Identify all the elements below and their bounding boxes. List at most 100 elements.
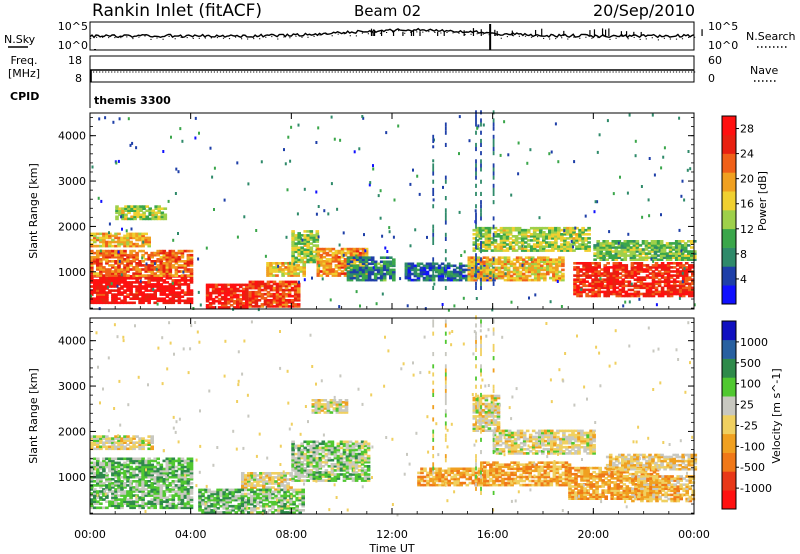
- power-cell: [325, 264, 330, 267]
- power-cell: [552, 260, 556, 264]
- power-cell: [117, 277, 121, 280]
- power-speckle: [432, 145, 435, 149]
- power-cell: [627, 276, 632, 279]
- power-cell: [621, 270, 626, 273]
- power-cell: [467, 278, 472, 282]
- power-cell: [126, 287, 130, 290]
- power-cell: [121, 217, 125, 221]
- velocity-cell: [96, 445, 100, 449]
- power-cell: [343, 253, 348, 257]
- power-cell: [582, 278, 586, 281]
- power-cell: [614, 252, 619, 255]
- power-cell: [278, 286, 283, 290]
- power-cell: [392, 278, 396, 282]
- power-cell: [579, 290, 583, 294]
- power-cell: [269, 270, 273, 273]
- velocity-cell: [105, 494, 109, 497]
- power-cell: [168, 264, 173, 267]
- power-cell: [177, 293, 182, 296]
- power-cell: [278, 284, 283, 288]
- power-cell: [294, 236, 298, 239]
- power-speckle: [510, 193, 513, 197]
- power-cell: [539, 241, 543, 244]
- power-cell: [123, 295, 127, 298]
- power-cell: [297, 248, 301, 251]
- power-cell: [90, 260, 94, 263]
- power-cell: [226, 291, 231, 295]
- velocity-cell: [204, 511, 208, 514]
- velocity-cell: [108, 461, 112, 465]
- power-cell: [642, 284, 647, 288]
- power-cell: [373, 276, 378, 280]
- power-cell: [153, 274, 157, 277]
- power-cell: [123, 249, 127, 253]
- power-cell: [319, 247, 324, 251]
- power-cell: [373, 264, 378, 268]
- power-cell: [376, 268, 381, 272]
- power-cell: [162, 297, 167, 300]
- power-cell: [543, 268, 547, 272]
- power-cell: [226, 289, 231, 293]
- power-cell: [239, 304, 243, 307]
- velocity-cell: [102, 498, 106, 501]
- power-cell: [620, 248, 625, 251]
- velocity-cell: [138, 498, 142, 501]
- power-cell: [669, 276, 674, 279]
- power-cell: [551, 226, 555, 230]
- power-cell: [554, 239, 558, 242]
- power-cell: [260, 297, 265, 300]
- power-cell: [168, 266, 173, 269]
- power-cell: [651, 274, 656, 277]
- power-cell: [229, 287, 234, 291]
- power-streak: [475, 142, 477, 147]
- power-speckle: [405, 272, 408, 276]
- power-cell: [382, 278, 387, 282]
- power-cell: [263, 301, 268, 304]
- velocity-cell: [150, 500, 154, 503]
- power-cell: [340, 253, 345, 257]
- power-cell: [96, 232, 100, 236]
- power-cell: [651, 276, 656, 279]
- power-cell: [293, 280, 298, 284]
- power-cell: [123, 244, 127, 248]
- velocity-cell: [162, 484, 167, 487]
- velocity-cell: [99, 502, 103, 505]
- velocity-cell: [177, 457, 182, 461]
- power-cell: [96, 236, 100, 240]
- velocity-cell: [256, 484, 260, 487]
- power-speckle: [693, 303, 696, 307]
- power-cell: [108, 277, 112, 280]
- power-streak: [475, 191, 477, 196]
- power-speckle: [90, 294, 93, 298]
- power-cell: [620, 258, 625, 261]
- power-cell: [520, 247, 525, 250]
- power-cell: [153, 277, 157, 280]
- power-cell: [294, 258, 298, 262]
- velocity-cell: [129, 459, 133, 463]
- power-cell: [144, 289, 148, 292]
- power-cell: [527, 274, 532, 278]
- velocity-cell: [108, 482, 112, 485]
- power-cell: [657, 266, 662, 269]
- power-cell: [663, 290, 668, 294]
- power-cell: [287, 268, 291, 271]
- power-cell: [309, 248, 314, 251]
- power-cell: [407, 264, 412, 268]
- power-speckle: [342, 253, 345, 257]
- power-cell: [217, 289, 222, 293]
- velocity-cell: [219, 494, 223, 498]
- power-cell: [645, 286, 650, 290]
- velocity-cell: [114, 496, 118, 499]
- power-cell: [150, 255, 154, 259]
- power-cell: [530, 256, 535, 259]
- power-streak: [480, 167, 482, 172]
- power-cell: [352, 260, 357, 263]
- power-cell: [120, 268, 124, 271]
- power-cell: [346, 276, 351, 280]
- power-streak: [444, 179, 447, 184]
- power-streak: [492, 171, 495, 176]
- power-cell: [618, 284, 623, 288]
- power-cell: [585, 268, 589, 271]
- power-cell: [581, 231, 585, 234]
- power-cell: [275, 305, 280, 308]
